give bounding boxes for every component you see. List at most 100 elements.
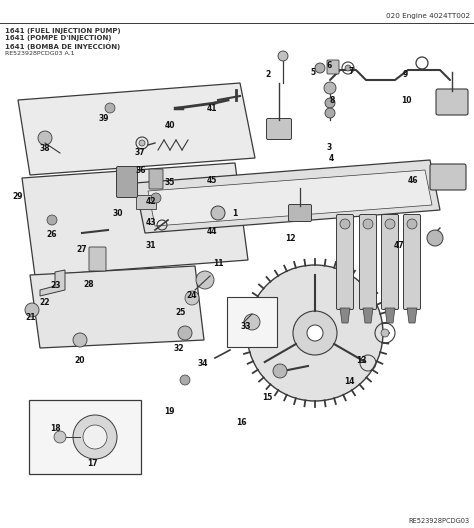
FancyBboxPatch shape (337, 214, 354, 309)
FancyBboxPatch shape (289, 204, 311, 222)
Circle shape (315, 63, 325, 73)
Circle shape (47, 215, 57, 225)
Text: 28: 28 (84, 279, 94, 289)
Circle shape (273, 364, 287, 378)
FancyBboxPatch shape (436, 89, 468, 115)
Circle shape (307, 325, 323, 341)
Circle shape (325, 98, 335, 108)
Text: 32: 32 (174, 344, 184, 353)
Circle shape (324, 82, 336, 94)
FancyBboxPatch shape (29, 400, 141, 474)
Circle shape (211, 206, 225, 220)
Polygon shape (148, 170, 432, 226)
Text: 44: 44 (207, 227, 218, 236)
FancyBboxPatch shape (430, 164, 466, 190)
FancyBboxPatch shape (136, 195, 156, 209)
Text: 30: 30 (112, 209, 123, 219)
Text: 24: 24 (187, 291, 197, 300)
Text: 38: 38 (40, 144, 50, 154)
Text: 25: 25 (175, 308, 185, 317)
FancyBboxPatch shape (89, 247, 106, 271)
Text: 47: 47 (394, 241, 404, 250)
Text: 020 Engine 4024TT002: 020 Engine 4024TT002 (386, 13, 470, 19)
Text: 15: 15 (263, 392, 273, 402)
Circle shape (293, 311, 337, 355)
Polygon shape (22, 163, 248, 276)
Circle shape (196, 271, 214, 289)
Text: 29: 29 (13, 192, 23, 201)
Text: 16: 16 (237, 418, 247, 427)
Text: 17: 17 (87, 459, 98, 468)
Text: 33: 33 (240, 322, 251, 331)
FancyBboxPatch shape (403, 214, 420, 309)
Text: 4: 4 (328, 154, 334, 163)
Text: 41: 41 (207, 103, 218, 113)
Text: 1641 (BOMBA DE INYECCIÓN): 1641 (BOMBA DE INYECCIÓN) (5, 42, 120, 50)
FancyBboxPatch shape (266, 118, 292, 139)
Text: 31: 31 (146, 241, 156, 250)
Text: 42: 42 (146, 197, 156, 206)
Text: 43: 43 (146, 218, 156, 228)
Text: 1641 (FUEL INJECTION PUMP): 1641 (FUEL INJECTION PUMP) (5, 28, 120, 34)
Text: RE523928PCDG03: RE523928PCDG03 (409, 518, 470, 524)
Circle shape (180, 375, 190, 385)
Text: 1: 1 (232, 209, 237, 219)
Text: 10: 10 (401, 96, 412, 105)
Circle shape (139, 140, 145, 146)
Text: 13: 13 (356, 355, 366, 365)
Circle shape (381, 329, 389, 337)
Circle shape (244, 314, 260, 330)
Text: 20: 20 (74, 355, 85, 365)
Circle shape (427, 230, 443, 246)
Circle shape (345, 65, 351, 71)
FancyBboxPatch shape (117, 166, 137, 197)
Text: 35: 35 (164, 177, 175, 187)
Text: 39: 39 (98, 114, 109, 124)
Circle shape (363, 219, 373, 229)
Polygon shape (135, 160, 440, 233)
Text: 11: 11 (213, 259, 223, 269)
Text: 22: 22 (40, 297, 50, 307)
Text: RE523928PCDG03 A.1: RE523928PCDG03 A.1 (5, 51, 74, 56)
Text: 9: 9 (402, 70, 408, 80)
Circle shape (185, 291, 199, 305)
Circle shape (340, 219, 350, 229)
Circle shape (83, 425, 107, 449)
Text: 19: 19 (164, 407, 175, 417)
Text: 36: 36 (136, 165, 146, 175)
Circle shape (385, 219, 395, 229)
Text: 26: 26 (46, 230, 56, 240)
FancyBboxPatch shape (359, 214, 376, 309)
Circle shape (407, 219, 417, 229)
Text: 14: 14 (345, 376, 355, 386)
Text: 6: 6 (327, 61, 332, 70)
FancyBboxPatch shape (149, 169, 163, 189)
Polygon shape (40, 270, 65, 296)
Circle shape (105, 103, 115, 113)
Text: 1641 (POMPE D'INJECTION): 1641 (POMPE D'INJECTION) (5, 35, 111, 41)
Text: 3: 3 (327, 143, 332, 153)
Polygon shape (18, 83, 255, 175)
Polygon shape (363, 308, 373, 323)
Circle shape (54, 431, 66, 443)
Text: 23: 23 (51, 280, 61, 290)
Circle shape (73, 333, 87, 347)
Text: 2: 2 (265, 70, 271, 80)
Circle shape (38, 131, 52, 145)
Circle shape (278, 51, 288, 61)
Text: 27: 27 (76, 244, 87, 254)
Polygon shape (385, 308, 395, 323)
Text: 37: 37 (135, 147, 145, 157)
Text: 34: 34 (198, 359, 208, 368)
Text: 40: 40 (164, 121, 175, 130)
FancyBboxPatch shape (327, 60, 339, 74)
Polygon shape (30, 266, 204, 348)
Circle shape (325, 108, 335, 118)
FancyBboxPatch shape (227, 297, 277, 347)
Text: 21: 21 (26, 313, 36, 323)
Text: 8: 8 (329, 96, 335, 105)
Circle shape (73, 415, 117, 459)
Polygon shape (340, 308, 350, 323)
Circle shape (178, 326, 192, 340)
Text: 45: 45 (207, 176, 218, 185)
